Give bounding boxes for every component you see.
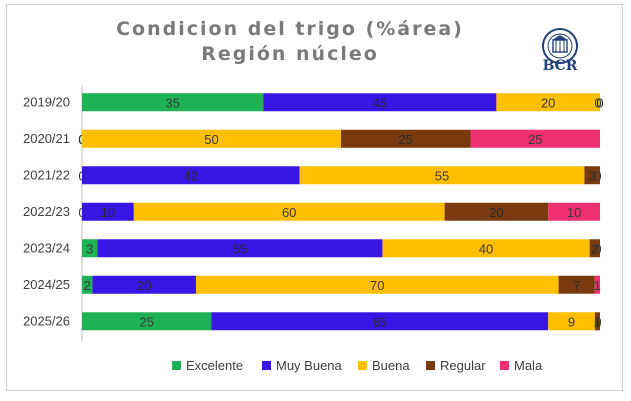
data-label: 55	[435, 168, 449, 183]
bar-segment	[299, 166, 585, 185]
data-label: 0	[596, 95, 603, 110]
data-label: 45	[373, 95, 387, 110]
data-label: 9	[568, 314, 575, 329]
legend-label: Muy Buena	[276, 358, 343, 373]
bar-segment	[594, 275, 600, 294]
bar-segment	[82, 312, 212, 331]
legend-label: Regular	[440, 358, 486, 373]
bar-segment	[548, 312, 595, 331]
bar-segment	[82, 93, 264, 112]
bar-segment	[341, 129, 471, 148]
data-label: 2	[84, 278, 91, 293]
data-label: 3	[86, 241, 93, 256]
bcr-logo-seal-icon	[542, 28, 578, 64]
bar-segment	[211, 312, 549, 331]
data-label: 10	[101, 205, 115, 220]
bar-segment	[382, 239, 590, 258]
data-label: 70	[370, 278, 384, 293]
bar-segment	[82, 202, 134, 221]
bar-segment	[263, 93, 497, 112]
data-label: 55	[233, 241, 247, 256]
bar-segment	[558, 275, 595, 294]
data-label: 1	[594, 278, 601, 293]
data-label: 10	[567, 205, 581, 220]
bar-segment	[470, 129, 600, 148]
data-label: 20	[137, 278, 151, 293]
bar-segment	[444, 202, 549, 221]
data-label: 40	[479, 241, 493, 256]
data-label: 0	[594, 241, 601, 256]
legend-swatch	[172, 361, 181, 370]
data-label: 0	[594, 95, 601, 110]
bar-segment	[133, 202, 445, 221]
category-label: 2019/20	[23, 94, 70, 109]
category-label: 2020/21	[23, 131, 70, 146]
category-label: 2025/26	[23, 313, 70, 328]
bar-segment	[195, 275, 559, 294]
bar-segment	[589, 239, 600, 258]
bcr-logo-text: BCR	[542, 58, 578, 74]
data-label: 0	[594, 168, 601, 183]
legend-swatch	[358, 361, 367, 370]
data-label: 25	[399, 132, 413, 147]
legend-label: Mala	[514, 358, 543, 373]
chart-title-line-1: Condicion del trigo (%área)	[116, 18, 464, 40]
data-label: 60	[282, 205, 296, 220]
data-label: 35	[165, 95, 179, 110]
data-label: 7	[573, 278, 580, 293]
legend-label: Excelente	[186, 358, 243, 373]
legend-swatch	[500, 361, 509, 370]
bar-segment	[548, 202, 600, 221]
legend-label: Buena	[372, 358, 410, 373]
data-label: 3	[589, 168, 596, 183]
legend-swatch	[426, 361, 435, 370]
bar-segment	[82, 275, 93, 294]
bar-segment	[584, 166, 600, 185]
data-label: 50	[204, 132, 218, 147]
data-label: 0	[594, 314, 601, 329]
bar-segment	[82, 166, 300, 185]
data-label: 65	[373, 314, 387, 329]
data-label: 25	[528, 132, 542, 147]
category-label: 2021/22	[23, 167, 70, 182]
bar-segment	[82, 239, 98, 258]
chart-title-line-2: Región núcleo	[201, 43, 379, 65]
data-label: 42	[184, 168, 198, 183]
bar-segment	[594, 312, 600, 331]
bar-segment	[97, 239, 383, 258]
bar-segment	[496, 93, 600, 112]
bar-segment	[92, 275, 196, 294]
data-label: 25	[140, 314, 154, 329]
data-label: 2	[591, 241, 598, 256]
data-label: 20	[489, 205, 503, 220]
data-label: 20	[541, 95, 555, 110]
category-label: 2024/25	[23, 277, 70, 292]
data-label: 1	[594, 314, 601, 329]
category-label: 2023/24	[23, 240, 70, 255]
bar-segment	[82, 129, 341, 148]
category-label: 2022/23	[23, 204, 70, 219]
legend-swatch	[262, 361, 271, 370]
